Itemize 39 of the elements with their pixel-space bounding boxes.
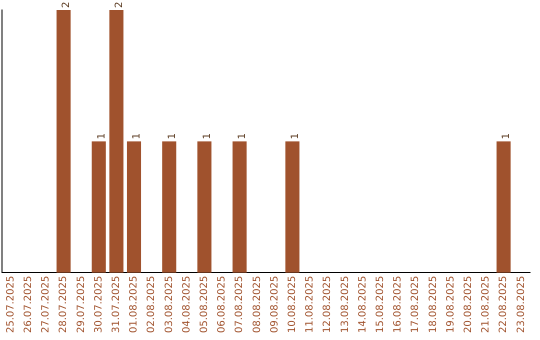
x-tick-label: 12.08.2025: [322, 276, 334, 334]
data-label: 1: [202, 132, 213, 140]
x-tick-label: 23.08.2025: [516, 276, 527, 334]
x-tick-label: 01.08.2025: [128, 276, 140, 334]
x-tick-label: 19.08.2025: [445, 276, 456, 334]
x-tick-label: 11.08.2025: [304, 276, 316, 334]
x-tick-label: 25.07.2025: [5, 276, 16, 334]
x-tick-label: 02.08.2025: [146, 276, 158, 334]
x-tick-label: 14.08.2025: [357, 276, 368, 334]
x-tick-label: 15.08.2025: [374, 276, 386, 334]
x-tick-label: 09.08.2025: [269, 276, 280, 334]
x-tick-label: 20.08.2025: [462, 276, 474, 334]
x-tick-label: 04.08.2025: [181, 276, 192, 334]
x-tick-label: 18.08.2025: [428, 276, 439, 334]
x-tick-label: 21.08.2025: [480, 276, 492, 334]
x-tick-label: 13.08.2025: [340, 276, 351, 334]
x-tick-label: 22.08.2025: [498, 276, 510, 334]
x-tick-label: 31.07.2025: [110, 276, 122, 334]
x-tick-label: 17.08.2025: [410, 276, 422, 334]
x-tick-label: 08.08.2025: [252, 276, 263, 334]
x-tick-label: 30.07.2025: [93, 276, 104, 334]
data-label: 1: [501, 132, 512, 140]
x-tick-label: 29.07.2025: [76, 276, 87, 334]
x-tick-label: 07.08.2025: [234, 276, 246, 334]
x-tick-label: 27.07.2025: [40, 276, 52, 334]
data-label: 1: [237, 132, 248, 140]
x-tick-label: 28.07.2025: [58, 276, 70, 334]
data-label: 1: [96, 132, 108, 140]
x-tick-label: 16.08.2025: [392, 276, 404, 334]
data-label: 2: [61, 2, 72, 8]
x-tick-label: 26.07.2025: [22, 276, 34, 334]
x-tick-label: 06.08.2025: [216, 276, 228, 334]
data-label: 1: [166, 132, 178, 140]
x-tick-label: 05.08.2025: [198, 276, 210, 334]
data-label: 1: [290, 132, 301, 140]
data-label: 1: [132, 132, 143, 140]
x-tick-label: 03.08.2025: [164, 276, 175, 334]
data-label: 2: [114, 2, 125, 8]
x-tick-label: 10.08.2025: [286, 276, 298, 334]
